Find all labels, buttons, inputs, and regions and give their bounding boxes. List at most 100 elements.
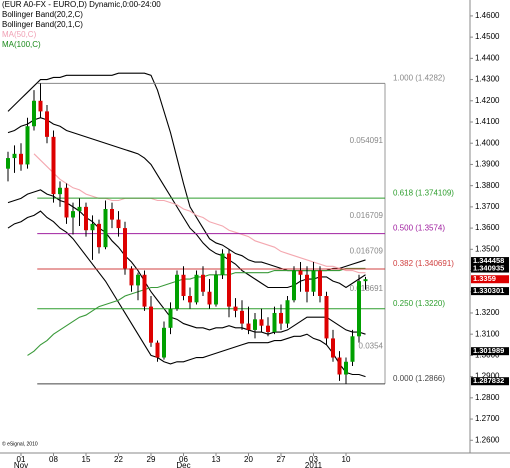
candle-body	[123, 228, 127, 269]
price-label-box	[471, 257, 509, 266]
candle-body	[292, 270, 296, 301]
fib-label: 0.250 (1.3220)	[393, 299, 445, 308]
candle-body	[272, 312, 277, 333]
fib-difference: 0.054091	[350, 136, 384, 145]
price-label-box	[471, 347, 509, 356]
x-tick-label: 06	[179, 455, 188, 464]
x-tick-label: 03	[309, 455, 318, 464]
x-tick-label: 08	[49, 455, 58, 464]
y-tick-label: 1.4400	[475, 53, 500, 62]
y-tick-label: 1.2600	[475, 435, 500, 444]
x-tick-label: 27	[277, 455, 286, 464]
candle-body	[259, 319, 264, 326]
copyright: © eSignal, 2010	[2, 440, 38, 447]
fib-difference: 0.018691	[350, 284, 384, 293]
candle-body	[344, 361, 348, 375]
price-label: 1.340935	[473, 264, 504, 273]
x-tick-label: 29	[147, 455, 156, 464]
candle-body	[220, 253, 225, 275]
candle-body	[116, 219, 121, 229]
candle-body	[19, 153, 23, 165]
y-tick-label: 1.4600	[475, 11, 500, 20]
fib-difference: 0.0354	[359, 341, 384, 350]
candle-body	[25, 126, 30, 165]
legend-entry: Bollinger Band(20,2,C)	[2, 10, 83, 19]
candle-body	[298, 270, 303, 275]
candle-body	[194, 274, 199, 303]
candle-body	[363, 279, 368, 282]
price-label: 1.330301	[473, 286, 504, 295]
price-label: 1.344458	[473, 256, 504, 265]
price-label-box	[471, 264, 509, 273]
candle-body	[77, 206, 82, 212]
month-label: Nov	[14, 461, 28, 468]
x-tick-label: 01	[17, 455, 26, 464]
y-tick-label: 1.3800	[475, 181, 500, 190]
y-tick-label: 1.3500	[475, 244, 500, 253]
candle-body	[214, 274, 218, 305]
y-tick-label: 1.3700	[475, 202, 500, 211]
candle-body	[51, 136, 56, 195]
price-label-box	[471, 275, 509, 284]
candle-body	[64, 187, 69, 218]
y-tick-label: 1.3200	[475, 308, 500, 317]
fib-label: 1.000 (1.4282)	[393, 73, 445, 82]
fib-label: 0.500 (1.3574)	[393, 224, 445, 233]
price-label-box	[471, 377, 509, 386]
candle-body	[201, 274, 205, 292]
price-label-box	[471, 287, 509, 296]
x-tick-label: 22	[114, 455, 123, 464]
candle-body	[136, 274, 140, 286]
fib-label: 0.618 (1.374109)	[393, 188, 454, 197]
candle-body	[12, 153, 17, 159]
candle-body	[279, 312, 283, 324]
candle-body	[97, 223, 101, 248]
y-tick-label: 1.2900	[475, 372, 500, 381]
y-tick-label: 1.4100	[475, 117, 500, 126]
price-label: 1.301989	[473, 346, 504, 355]
candle-body	[285, 300, 290, 324]
candle-body	[311, 270, 316, 292]
candle-body	[175, 274, 179, 309]
y-tick-label: 1.2800	[475, 393, 500, 402]
candle-body	[45, 111, 49, 137]
candle-body	[357, 281, 361, 337]
fib-label: 0.382 (1.340691)	[393, 259, 454, 268]
candle-body	[233, 306, 238, 311]
x-tick-label: 10	[342, 455, 351, 464]
candle-body	[331, 338, 335, 358]
legend-entry: MA(50,C)	[2, 30, 37, 39]
legend-entry: Bollinger Band(20,1,C)	[2, 20, 83, 29]
candle-body	[84, 206, 88, 231]
price-label: 1.287832	[473, 376, 504, 385]
y-tick-label: 1.4500	[475, 32, 500, 41]
candle-body	[71, 211, 75, 218]
month-label: Dec	[176, 461, 190, 468]
candle-body	[305, 274, 309, 292]
candle-body	[103, 208, 108, 248]
candle-body	[168, 308, 173, 328]
candle-body	[350, 336, 355, 362]
month-label: 2011	[305, 461, 323, 468]
y-tick-label: 1.3100	[475, 329, 500, 338]
candle-body	[207, 291, 212, 305]
candle-body	[162, 327, 166, 358]
candle-body	[149, 306, 153, 343]
candle-body	[337, 357, 342, 375]
fib-label: 0.000 (1.2866)	[393, 374, 445, 383]
candle-body	[253, 319, 257, 330]
chart-title: (EUR A0-FX - EURO,D) Dynamic,0:00-24:00	[2, 0, 161, 9]
candle-body	[324, 295, 329, 339]
y-tick-label: 1.3600	[475, 223, 500, 232]
candle-body	[142, 274, 147, 307]
x-tick-label: 15	[82, 455, 91, 464]
candle-body	[32, 100, 36, 127]
y-tick-label: 1.4200	[475, 96, 500, 105]
indicator-line	[33, 153, 366, 274]
y-tick-label: 1.3900	[475, 160, 500, 169]
candle-body	[227, 253, 231, 307]
candle-body	[38, 100, 43, 112]
y-tick-label: 1.2700	[475, 414, 500, 423]
